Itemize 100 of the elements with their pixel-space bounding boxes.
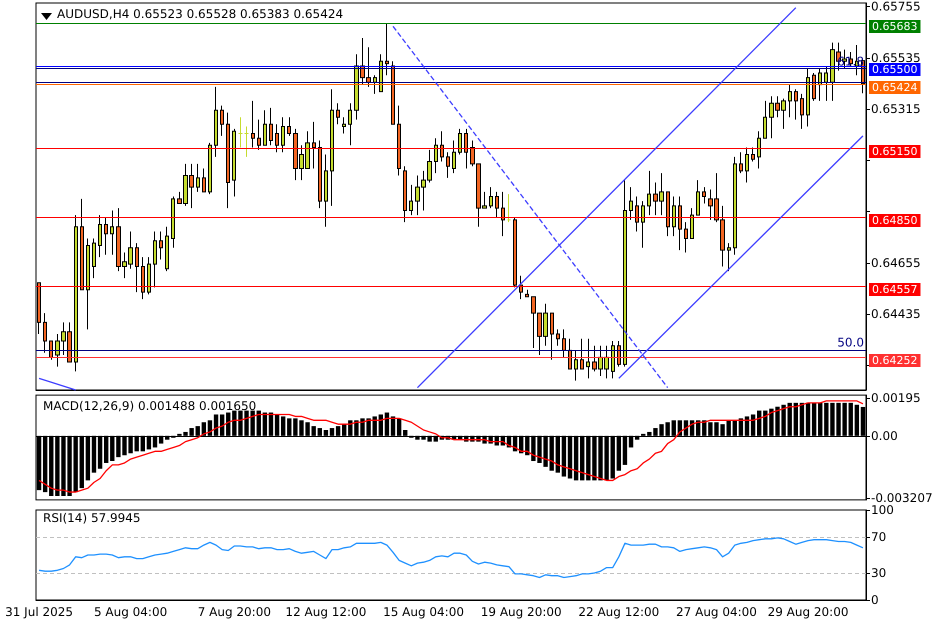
candlestick [342, 116, 346, 134]
candlestick [751, 147, 755, 162]
candlestick [727, 242, 731, 272]
candlestick [275, 124, 279, 153]
candlestick [452, 140, 456, 174]
chart-title: AUDUSD,H4 0.65523 0.65528 0.65383 0.65424 [57, 7, 344, 21]
candlestick [208, 142, 212, 195]
x-tick-label: 31 Jul 2025 [5, 605, 74, 619]
candlestick [501, 191, 505, 237]
y-tick-label: 30 [871, 566, 886, 580]
candlestick [641, 200, 645, 248]
y-tick-label: 0.00195 [871, 390, 921, 405]
candlestick [568, 338, 572, 370]
candlestick [745, 147, 749, 184]
annotation: 61.8 [837, 54, 864, 68]
candlestick [373, 74, 377, 94]
candlestick [220, 105, 224, 136]
candlestick [110, 210, 114, 256]
candlestick [678, 196, 682, 251]
candlestick [684, 222, 688, 253]
ref-line-label: 0.65150 [872, 145, 918, 158]
candlestick [611, 340, 615, 379]
candlestick [635, 196, 639, 232]
candlestick [788, 84, 792, 118]
candlestick [391, 60, 395, 125]
candlestick [550, 312, 554, 360]
candlestick [507, 194, 511, 223]
candlestick [629, 186, 633, 220]
candlestick [763, 100, 767, 139]
candlestick [287, 116, 291, 136]
candlestick [147, 256, 151, 295]
candlestick [489, 186, 493, 209]
candlestick [647, 170, 651, 216]
x-tick-label: 7 Aug 20:00 [198, 605, 271, 619]
y-tick-label: 0.64655 [871, 256, 921, 270]
candlestick [666, 191, 670, 237]
candlestick [226, 112, 230, 209]
candlestick [702, 186, 706, 204]
candlestick [495, 191, 499, 218]
candlestick [525, 289, 529, 298]
candlestick [385, 23, 389, 76]
candlestick [238, 116, 243, 148]
line-series [38, 537, 864, 578]
candlestick [672, 196, 676, 237]
candlestick [269, 107, 273, 146]
candlestick [690, 208, 694, 239]
candlestick [135, 242, 139, 293]
ref-line-label: 0.64252 [872, 354, 918, 367]
ref-line-label: 0.65500 [872, 63, 918, 76]
candlestick [818, 68, 822, 102]
candlestick [446, 152, 450, 178]
candlestick [739, 152, 743, 174]
candlestick [92, 238, 96, 279]
candlestick [98, 214, 102, 258]
candlestick [49, 340, 53, 360]
y-tick-label: 0 [871, 593, 879, 607]
ref-line-label: 0.64850 [872, 214, 918, 227]
ref-line-label: 0.64557 [872, 283, 918, 296]
candlestick [458, 128, 462, 156]
candlestick [434, 138, 438, 174]
candlestick [232, 128, 236, 197]
candlestick [312, 121, 316, 170]
candlestick [586, 338, 590, 379]
candlestick [800, 93, 804, 130]
candlestick [513, 216, 517, 288]
candlestick [324, 154, 328, 228]
x-tick-label: 29 Aug 20:00 [768, 605, 848, 619]
candlestick [171, 196, 175, 248]
x-tick-label: 15 Aug 04:00 [383, 605, 464, 619]
candlestick [824, 65, 828, 102]
candlestick [733, 156, 737, 256]
candlestick [440, 130, 444, 162]
x-tick-label: 5 Aug 04:00 [94, 605, 168, 619]
y-tick-label: 0.00 [871, 428, 898, 443]
candlestick [617, 340, 621, 368]
candlestick [464, 128, 468, 170]
candlestick [251, 100, 255, 148]
candlestick [757, 130, 761, 170]
x-tick-label: 27 Aug 04:00 [676, 605, 757, 619]
candlestick [794, 88, 798, 120]
candlestick [263, 110, 267, 146]
candlestick [574, 350, 578, 382]
candlestick [409, 184, 413, 216]
candlestick [257, 119, 261, 150]
chart-title: RSI(14) 57.9945 [43, 511, 141, 525]
candlestick [74, 214, 78, 372]
candlestick [580, 338, 584, 370]
candlestick [403, 166, 407, 223]
x-tick-label: 12 Aug 12:00 [285, 605, 366, 619]
candlestick [159, 230, 163, 260]
candlestick [348, 102, 352, 146]
candlestick [153, 230, 157, 288]
candlestick [330, 88, 334, 206]
candlestick [623, 180, 627, 368]
candlestick [562, 328, 566, 358]
y-tick-label: 70 [871, 530, 886, 544]
candlestick [318, 140, 322, 209]
candlestick [43, 312, 47, 354]
candlestick [196, 163, 200, 192]
candlestick [696, 180, 700, 216]
